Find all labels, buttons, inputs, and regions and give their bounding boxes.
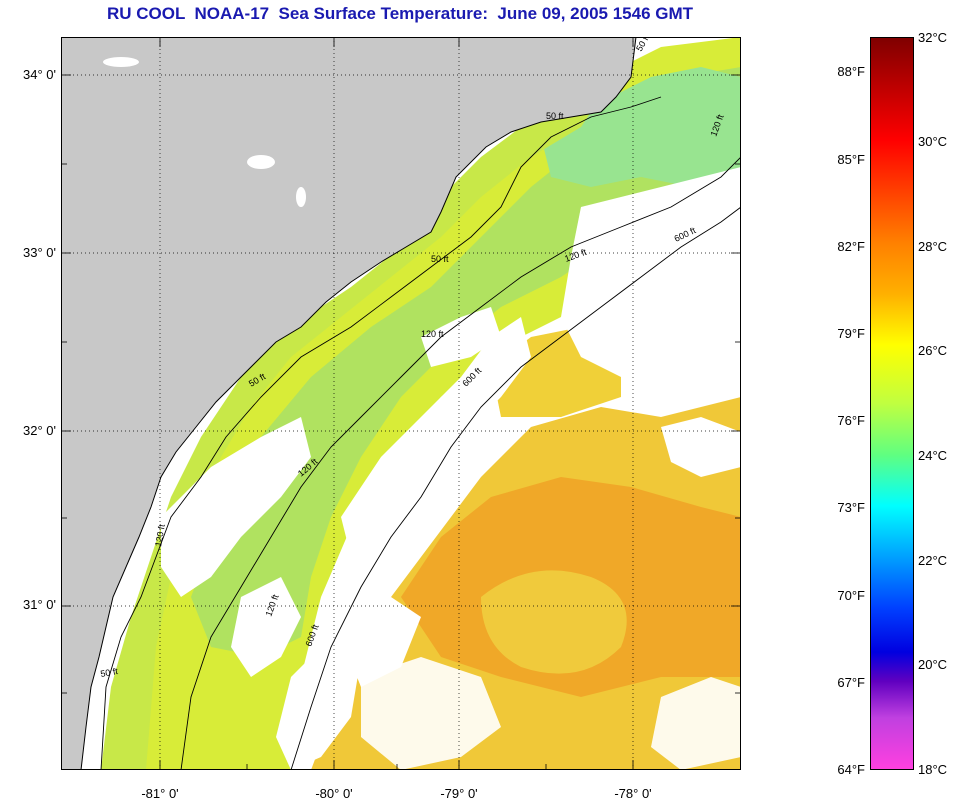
colorbar-f-label: 88°F — [837, 64, 865, 79]
cloud-mask-9 — [661, 417, 741, 477]
offshore-yellow-eddy — [481, 570, 627, 674]
colorbar-c-label: 26°C — [918, 343, 948, 358]
cool-patch-northeast — [541, 67, 741, 187]
colorbar-c-label: 32°C — [918, 30, 948, 45]
colorbar-f-label: 76°F — [837, 413, 865, 428]
inland-lake-2 — [247, 155, 275, 169]
colorbar-c-label: 18°C — [918, 762, 948, 777]
map-title: RU COOL NOAA-17 Sea Surface Temperature:… — [106, 4, 694, 23]
ticks — [61, 37, 741, 770]
map-border — [61, 37, 741, 770]
nearshore-water — [101, 97, 601, 770]
contour-600ft — [290, 206, 741, 770]
cloud-mask-6 — [276, 637, 361, 770]
colorbar-f-label: 73°F — [837, 500, 865, 515]
lon-label-81: -81° 0' — [141, 786, 179, 801]
contour-label: 50 ft — [431, 254, 449, 264]
land-mass — [61, 37, 636, 770]
lon-label-80: -80° 0' — [315, 786, 353, 801]
cloud-mask-10 — [361, 657, 501, 770]
lat-label-31: 31° 0' — [23, 597, 56, 612]
lat-label-33: 33° 0' — [23, 245, 56, 260]
colorbar-c-label: 24°C — [918, 448, 948, 463]
contour-50ft — [100, 96, 662, 770]
contour-label: 120 ft — [153, 523, 167, 547]
colorbar-f-label: 64°F — [837, 762, 865, 777]
inland-lake-3 — [296, 187, 306, 207]
colorbar-f-label: 82°F — [837, 239, 865, 254]
coastline — [80, 37, 637, 770]
contour-120ft — [180, 156, 741, 770]
colorbar-c-label: 20°C — [918, 657, 948, 672]
contour-label: 120 ft — [421, 329, 444, 339]
cloud-mask-5 — [231, 577, 301, 677]
colorbar-f-label: 85°F — [837, 152, 865, 167]
graticule — [61, 37, 741, 770]
cloud-mask-1 — [161, 417, 311, 597]
lon-label-79: -79° 0' — [440, 786, 478, 801]
colorbar-c-label: 28°C — [918, 239, 948, 254]
sst-map[interactable]: 50 ft 50 ft 50 ft 50 ft 120 ft 120 ft 12… — [61, 37, 741, 770]
contour-label: 50 ft — [546, 111, 564, 121]
temperature-colorbar — [870, 37, 914, 770]
colorbar-c-label: 30°C — [918, 134, 948, 149]
lat-label-32: 32° 0' — [23, 423, 56, 438]
colorbar-f-label: 79°F — [837, 326, 865, 341]
contour-label: 50 ft — [100, 666, 119, 679]
colorbar-f-label: 67°F — [837, 675, 865, 690]
inland-lake-1 — [103, 57, 139, 67]
cloud-mask-2 — [341, 317, 531, 557]
cloud-mask-3 — [421, 307, 501, 367]
lat-label-34: 34° 0' — [23, 67, 56, 82]
lon-label-78: -78° 0' — [614, 786, 652, 801]
colorbar-f-label: 70°F — [837, 588, 865, 603]
colorbar-c-label: 22°C — [918, 553, 948, 568]
cloud-mask-11 — [651, 677, 741, 770]
